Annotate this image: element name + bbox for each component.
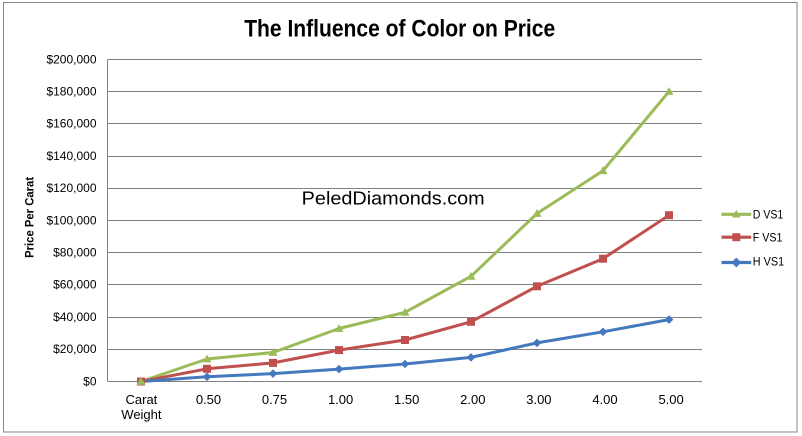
svg-text:D VS1: D VS1 (753, 209, 784, 221)
svg-text:The Influence of Color on Pric: The Influence of Color on Price (244, 16, 555, 43)
svg-text:PeledDiamonds.com: PeledDiamonds.com (302, 187, 485, 208)
svg-text:$160,000: $160,000 (46, 117, 96, 131)
svg-text:H VS1: H VS1 (753, 257, 784, 269)
svg-text:$20,000: $20,000 (53, 342, 97, 356)
svg-text:F VS1: F VS1 (753, 232, 783, 244)
svg-text:$120,000: $120,000 (46, 181, 96, 195)
svg-text:$0: $0 (83, 374, 97, 388)
svg-text:2.00: 2.00 (460, 392, 485, 407)
svg-text:Carat: Carat (126, 392, 158, 407)
svg-text:1.50: 1.50 (394, 392, 419, 407)
svg-text:$100,000: $100,000 (46, 213, 96, 227)
svg-text:$40,000: $40,000 (53, 310, 97, 324)
svg-text:$140,000: $140,000 (46, 149, 96, 163)
svg-text:$60,000: $60,000 (53, 278, 97, 292)
svg-text:$80,000: $80,000 (53, 246, 97, 260)
svg-text:0.50: 0.50 (196, 392, 221, 407)
svg-text:$180,000: $180,000 (46, 85, 96, 99)
svg-text:Price Per Carat: Price Per Carat (25, 177, 37, 258)
svg-text:4.00: 4.00 (592, 392, 617, 407)
svg-text:5.00: 5.00 (658, 392, 683, 407)
svg-text:Weight: Weight (121, 407, 162, 422)
svg-text:3.00: 3.00 (526, 392, 551, 407)
svg-text:1.00: 1.00 (328, 392, 353, 407)
svg-text:0.75: 0.75 (262, 392, 287, 407)
svg-text:$200,000: $200,000 (46, 52, 96, 66)
